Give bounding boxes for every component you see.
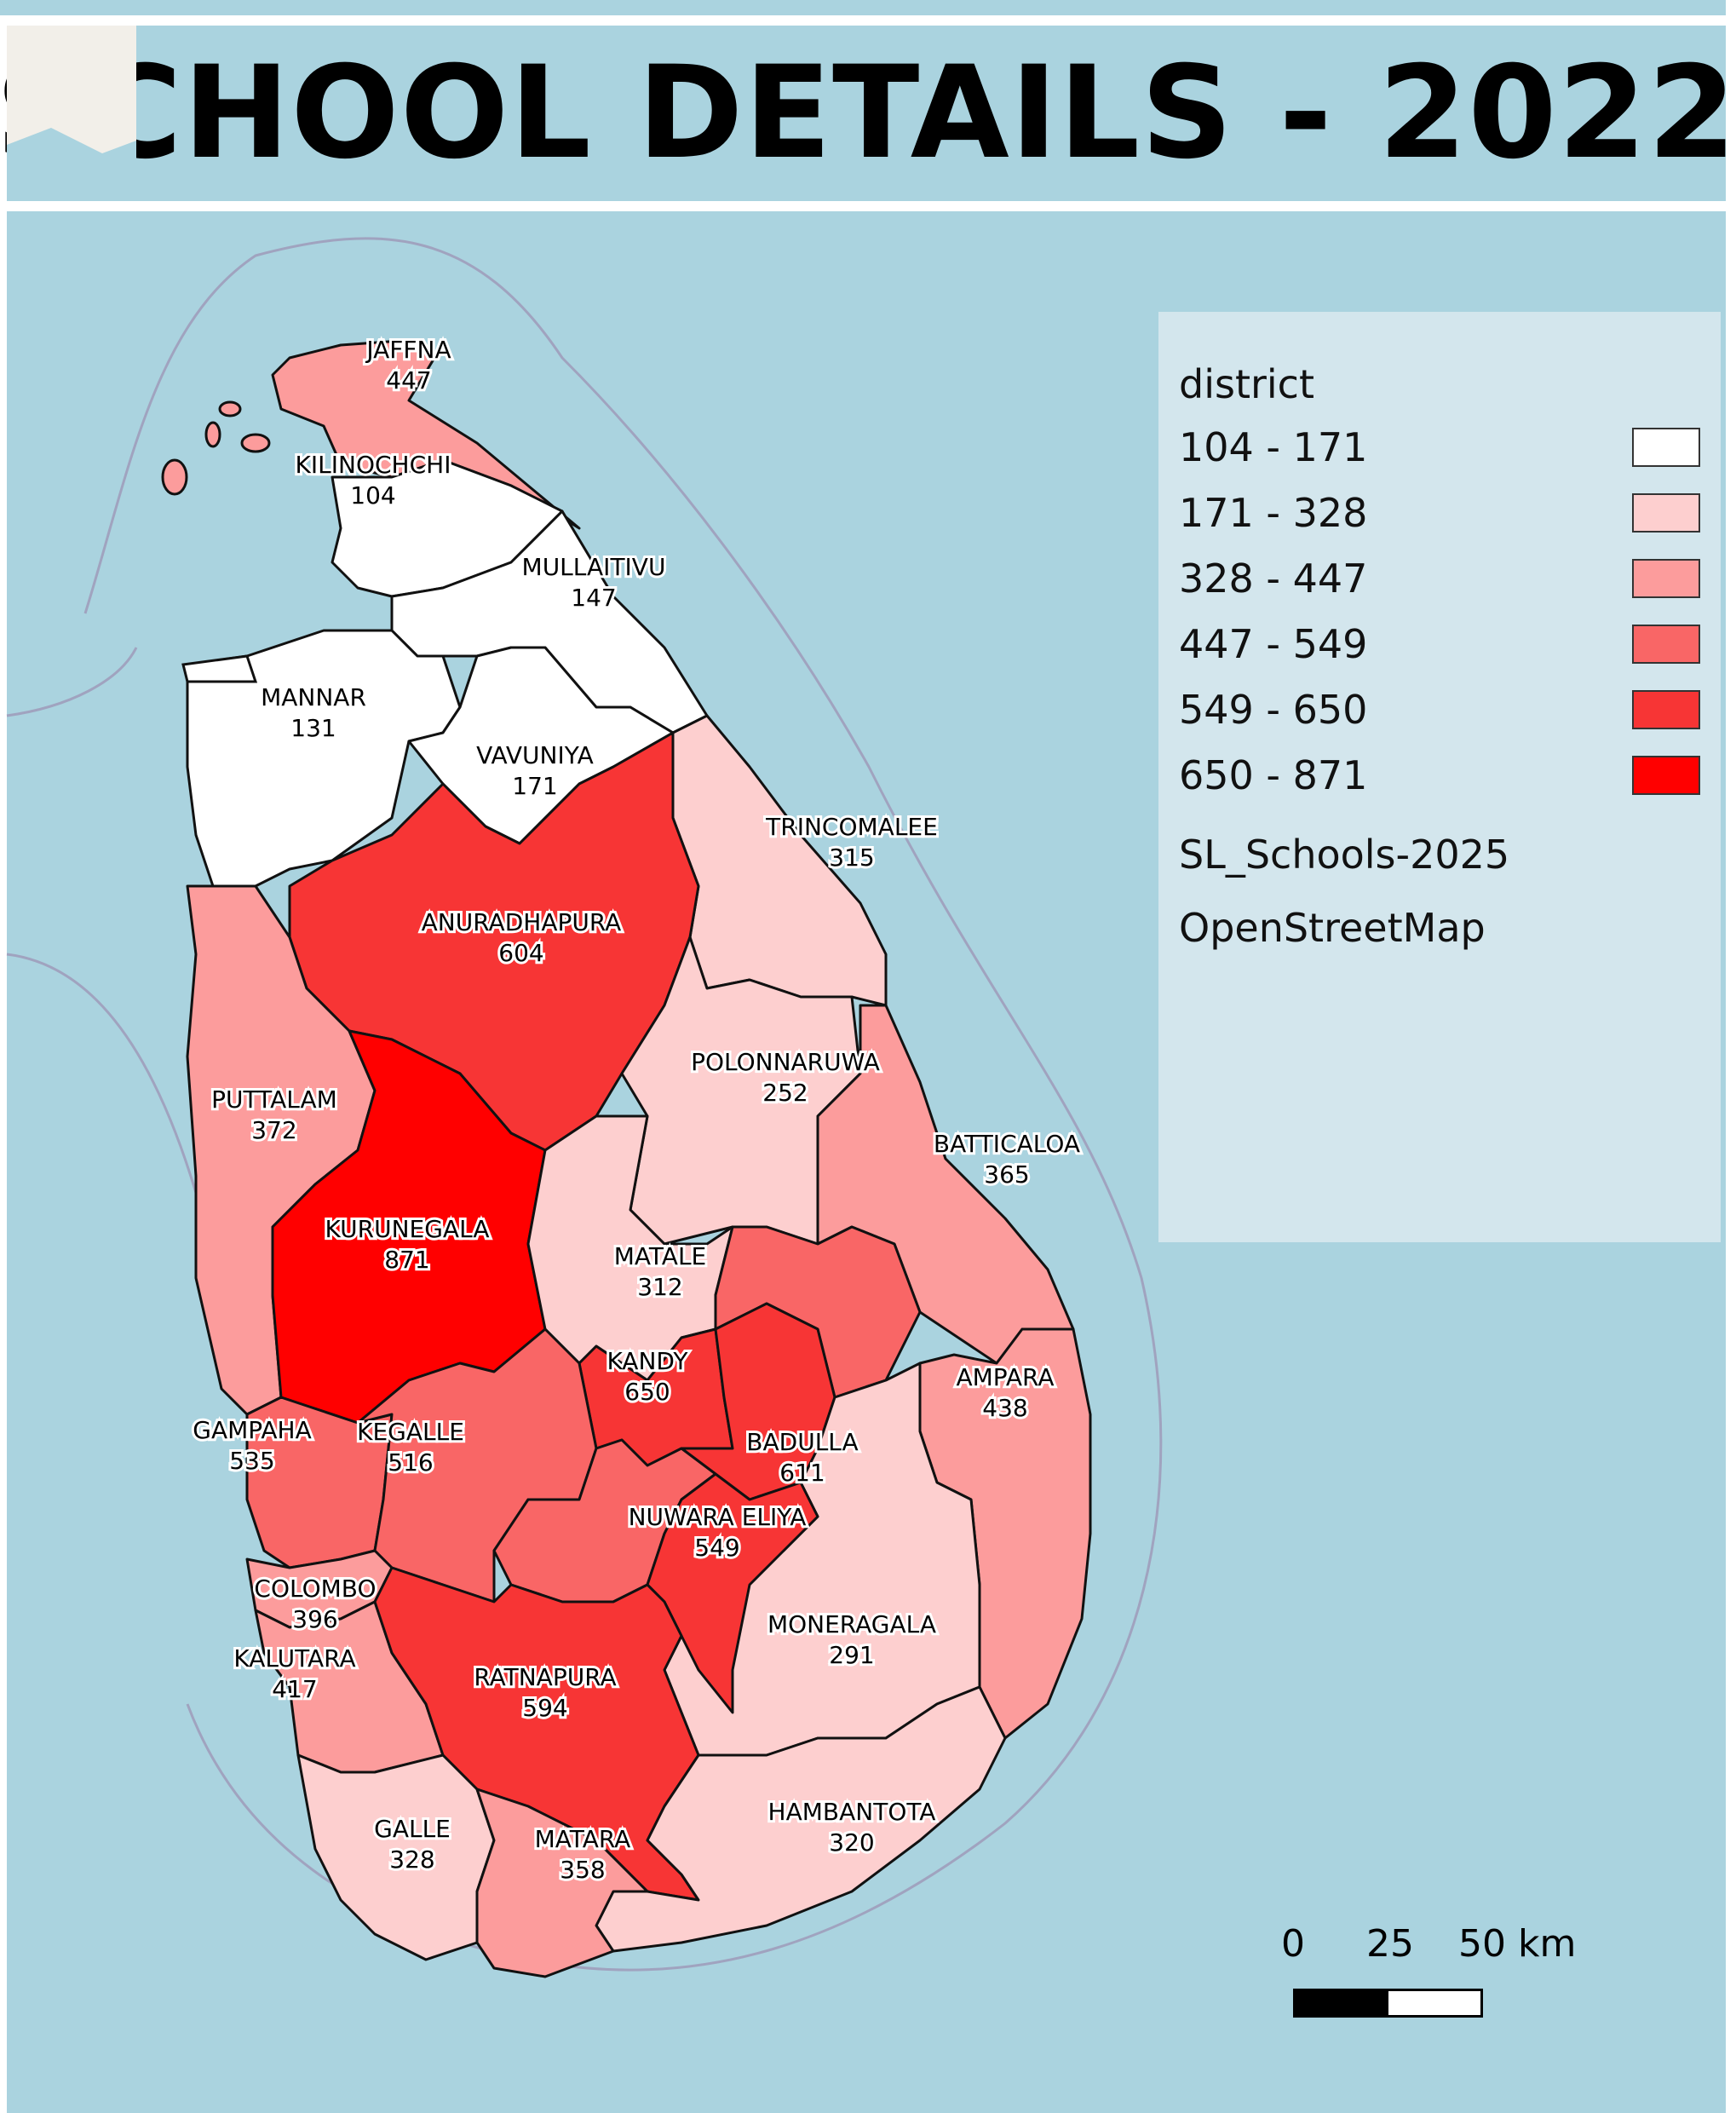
scale-label-0: 0 <box>1281 1922 1305 1966</box>
legend-row-1: 104 - 171 <box>1179 424 1721 490</box>
district-name-puttalam: PUTTALAM <box>211 1085 337 1114</box>
district-name-ampara: AMPARA <box>956 1363 1054 1391</box>
district-name-jaffna: JAFFNA <box>365 336 451 364</box>
top-map-strip <box>0 0 1726 15</box>
district-value-ampara: 438 <box>982 1394 1027 1422</box>
district-value-kurunegala: 871 <box>384 1246 429 1274</box>
legend-row-5: 549 - 650 <box>1179 687 1721 752</box>
district-name-colombo: COLOMBO <box>254 1575 376 1603</box>
maritime-boundary-west <box>6 647 198 1194</box>
district-value-gampaha: 535 <box>229 1447 274 1475</box>
legend-title: district <box>1179 361 1315 407</box>
district-value-batticaloa: 365 <box>984 1160 1029 1189</box>
district-matara[interactable] <box>475 1788 649 1978</box>
district-name-mullaitivu: MULLAITIVU <box>522 553 666 581</box>
district-value-matara: 358 <box>560 1856 605 1884</box>
district-name-trincomalee: TRINCOMALEE <box>765 813 938 841</box>
district-name-batticaloa: BATTICALOA <box>934 1130 1080 1158</box>
district-name-anuradhapura: ANURADHAPURA <box>422 908 622 936</box>
legend-row-3: 328 - 447 <box>1179 556 1721 621</box>
legend-layer-schools: SL_Schools-2025 <box>1179 832 1510 878</box>
district-value-colombo: 396 <box>292 1605 337 1633</box>
district-name-matara: MATARA <box>535 1825 631 1853</box>
district-value-moneragala: 291 <box>829 1641 874 1669</box>
district-value-kandy: 650 <box>624 1378 670 1406</box>
district-value-kalutara: 417 <box>272 1675 317 1703</box>
maritime-boundary <box>83 237 1163 1972</box>
district-name-matale: MATALE <box>614 1242 707 1270</box>
district-value-vavuniya: 171 <box>512 772 557 800</box>
district-name-kandy: KANDY <box>606 1347 688 1375</box>
legend-label-6: 650 - 871 <box>1179 752 1368 798</box>
district-value-jaffna: 447 <box>386 366 431 394</box>
scale-label-25: 25 <box>1366 1922 1414 1966</box>
legend-label-2: 171 - 328 <box>1179 490 1368 536</box>
legend-swatch-3 <box>1632 559 1700 598</box>
district-value-ratnapura: 594 <box>522 1694 567 1722</box>
legend-swatch-5 <box>1632 690 1700 729</box>
legend-row-6: 650 - 871 <box>1179 752 1721 818</box>
district-value-mullaitivu: 147 <box>571 584 616 612</box>
legend-label-4: 447 - 549 <box>1179 621 1368 667</box>
legend-row-4: 447 - 549 <box>1179 621 1721 687</box>
district-name-badulla: BADULLA <box>746 1428 858 1456</box>
legend-label-5: 549 - 650 <box>1179 687 1368 733</box>
district-value-polonnaruwa: 252 <box>762 1079 808 1107</box>
district-name-kalutara: KALUTARA <box>233 1644 355 1673</box>
district-name-nuwara-eliya: NUWARA ELIYA <box>629 1503 807 1531</box>
district-name-moneragala: MONERAGALA <box>767 1610 936 1638</box>
district-value-galle: 328 <box>389 1845 434 1874</box>
title-banner: SCHOOL DETAILS - 2022 <box>0 26 1736 201</box>
basemap-inset-sea <box>7 128 136 187</box>
district-name-kurunegala: KURUNEGALA <box>325 1215 490 1243</box>
district-name-gampaha: GAMPAHA <box>193 1416 311 1444</box>
district-name-kilinochchi: KILINOCHCHI <box>296 451 451 479</box>
district-value-matale: 312 <box>637 1273 682 1301</box>
map-title: SCHOOL DETAILS - 2022 <box>0 39 1736 187</box>
legend-label-1: 104 - 171 <box>1179 424 1368 470</box>
district-value-puttalam: 372 <box>251 1116 296 1144</box>
scale-bar-black <box>1293 1989 1388 2018</box>
scale-label-50km: 50 km <box>1458 1922 1577 1966</box>
legend-swatch-1 <box>1632 428 1700 467</box>
district-name-galle: GALLE <box>374 1815 451 1843</box>
district-name-ratnapura: RATNAPURA <box>474 1663 616 1691</box>
district-value-badulla: 611 <box>779 1459 825 1487</box>
legend-swatch-2 <box>1632 493 1700 533</box>
legend-swatch-6 <box>1632 756 1700 795</box>
district-moneragala-badulla-spur[interactable] <box>646 1472 819 1714</box>
northern-islands <box>161 400 271 496</box>
legend-swatch-4 <box>1632 625 1700 664</box>
legend-row-2: 171 - 328 <box>1179 490 1721 556</box>
district-hambantota[interactable] <box>595 1685 1007 1953</box>
district-name-mannar: MANNAR <box>261 683 366 711</box>
map-legend: district 104 - 171 171 - 328 328 - 447 4… <box>1158 312 1721 1242</box>
district-name-vavuniya: VAVUNIYA <box>476 741 594 769</box>
legend-label-3: 328 - 447 <box>1179 556 1368 602</box>
scale-bar-white <box>1386 1989 1483 2018</box>
legend-layer-osm: OpenStreetMap <box>1179 905 1486 951</box>
district-value-hambantota: 320 <box>829 1828 874 1857</box>
district-value-kegalle: 516 <box>388 1448 433 1477</box>
district-name-polonnaruwa: POLONNARUWA <box>691 1048 880 1076</box>
district-name-kegalle: KEGALLE <box>357 1418 464 1446</box>
district-value-nuwara-eliya: 549 <box>694 1534 739 1562</box>
district-value-mannar: 131 <box>290 714 336 742</box>
district-value-trincomalee: 315 <box>829 843 874 872</box>
district-name-hambantota: HAMBANTOTA <box>768 1798 936 1826</box>
mannar-island <box>181 654 258 683</box>
district-value-kilinochchi: 104 <box>350 481 395 510</box>
district-value-anuradhapura: 604 <box>498 939 543 967</box>
